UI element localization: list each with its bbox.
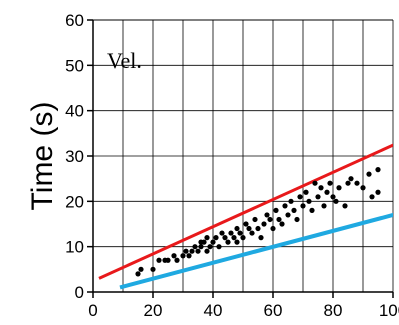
data-point	[234, 226, 239, 231]
y-tick-label: 0	[75, 283, 84, 302]
data-point	[375, 167, 380, 172]
data-point	[375, 190, 380, 195]
x-tick-label: 0	[88, 301, 97, 320]
data-point	[255, 226, 260, 231]
data-point	[348, 176, 353, 181]
data-point	[156, 258, 161, 263]
data-point	[174, 258, 179, 263]
data-point	[165, 258, 170, 263]
data-point	[234, 240, 239, 245]
data-point	[300, 203, 305, 208]
data-point	[354, 181, 359, 186]
data-point	[192, 244, 197, 249]
data-point	[243, 221, 248, 226]
y-tick-label: 10	[65, 238, 84, 257]
data-point	[252, 217, 257, 222]
data-point	[288, 199, 293, 204]
data-point	[138, 267, 143, 272]
data-point	[294, 217, 299, 222]
data-point	[369, 194, 374, 199]
data-point	[282, 203, 287, 208]
data-point	[219, 230, 224, 235]
data-point	[264, 212, 269, 217]
data-point	[210, 240, 215, 245]
y-tick-label: 40	[65, 102, 84, 121]
data-point	[315, 194, 320, 199]
data-point	[189, 249, 194, 254]
data-point	[228, 230, 233, 235]
data-point	[249, 230, 254, 235]
data-point	[171, 253, 176, 258]
data-point	[237, 230, 242, 235]
data-point	[309, 208, 314, 213]
data-point	[222, 235, 227, 240]
data-point	[213, 235, 218, 240]
data-point	[291, 208, 296, 213]
data-point	[342, 203, 347, 208]
y-tick-label: 30	[65, 147, 84, 166]
x-tick-label: 20	[144, 301, 163, 320]
data-point	[285, 212, 290, 217]
data-point	[330, 194, 335, 199]
data-point	[306, 199, 311, 204]
data-point	[333, 199, 338, 204]
data-point	[135, 271, 140, 276]
data-point	[273, 208, 278, 213]
data-point	[207, 244, 212, 249]
data-points	[135, 167, 380, 276]
data-point	[312, 181, 317, 186]
data-point	[204, 249, 209, 254]
data-point	[345, 181, 350, 186]
y-tick-label: 50	[65, 56, 84, 75]
data-point	[336, 185, 341, 190]
data-point	[231, 235, 236, 240]
x-tick-label: 100	[379, 301, 399, 320]
data-point	[240, 235, 245, 240]
chart-annotation: Vel.	[107, 48, 142, 73]
data-point	[321, 203, 326, 208]
data-point	[276, 217, 281, 222]
data-point	[258, 235, 263, 240]
data-point	[270, 226, 275, 231]
x-tick-label: 40	[204, 301, 223, 320]
y-tick-label: 20	[65, 192, 84, 211]
data-point	[267, 217, 272, 222]
data-point	[327, 181, 332, 186]
data-point	[186, 253, 191, 258]
data-point	[225, 240, 230, 245]
y-tick-label: 60	[65, 11, 84, 30]
data-point	[360, 185, 365, 190]
data-point	[204, 235, 209, 240]
data-point	[198, 244, 203, 249]
data-point	[195, 249, 200, 254]
data-point	[297, 194, 302, 199]
data-point	[279, 221, 284, 226]
data-point	[183, 249, 188, 254]
data-point	[318, 185, 323, 190]
data-point	[201, 240, 206, 245]
data-point	[150, 267, 155, 272]
upper-bound-line	[99, 140, 399, 279]
data-point	[303, 190, 308, 195]
data-point	[366, 172, 371, 177]
data-point	[216, 244, 221, 249]
data-point	[180, 253, 185, 258]
x-tick-label: 80	[324, 301, 343, 320]
trend-lines	[99, 140, 399, 288]
x-tick-label: 60	[264, 301, 283, 320]
data-point	[324, 190, 329, 195]
data-point	[246, 226, 251, 231]
y-axis-label: Time (s)	[26, 102, 59, 211]
data-point	[261, 221, 266, 226]
